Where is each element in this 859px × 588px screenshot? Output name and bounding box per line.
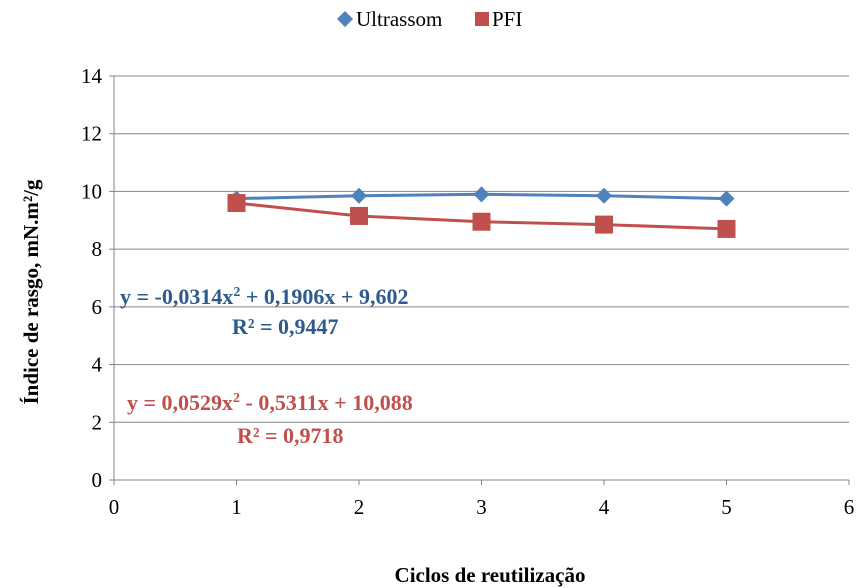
data-point-ultrassom-5 [718,190,735,207]
data-point-ultrassom-2 [351,187,367,204]
trendline-equation-ultrassom: y = -0,0314x2 + 0,1906x + 9,602 R² = 0,9… [120,284,408,339]
r-squared-pfi: R² = 0,9718 [237,423,344,448]
x-tick-label-3: 3 [476,495,487,519]
axes [109,75,850,485]
data-point-pfi-3 [472,212,491,231]
legend-marker-ultrassom [337,11,353,27]
data-point-pfi-1 [227,193,246,212]
data-point-ultrassom-4 [596,187,612,204]
equation-text-pfi: y = 0,0529x2 - 0,5311x + 10,088 [127,390,413,415]
gridlines [114,75,849,423]
x-tick-label-4: 4 [599,495,610,519]
legend-label-ultrassom: Ultrassom [356,7,442,31]
equation-text-ultrassom: y = -0,0314x2 + 0,1906x + 9,602 [120,284,408,309]
legend-marker-pfi [475,12,489,26]
y-tick-label-4: 4 [92,353,103,377]
x-tick-label-1: 1 [231,495,242,519]
trendline-equation-pfi: y = 0,0529x2 - 0,5311x + 10,088 R² = 0,9… [127,390,413,448]
y-tick-label-6: 6 [92,295,103,319]
data-point-ultrassom-3 [473,186,490,203]
x-tick-label-0: 0 [109,495,120,519]
y-axis-title: Índice de rasgo, mN.m²/g [19,179,43,405]
legend: Ultrassom PFI [337,7,522,31]
data-point-pfi-4 [595,215,613,234]
legend-label-pfi: PFI [492,7,522,31]
series-group [227,186,736,238]
x-tick-label-5: 5 [721,495,732,519]
x-axis-title: Ciclos de reutilização [395,563,586,587]
x-tick-label-6: 6 [844,495,855,519]
y-tick-label-2: 2 [92,410,103,434]
y-tick-label-14: 14 [81,64,103,88]
y-tick-label-10: 10 [81,179,102,203]
y-tick-label-12: 12 [81,122,102,146]
data-point-pfi-5 [717,219,736,238]
y-tick-label-0: 0 [92,468,103,492]
r-squared-ultrassom: R² = 0,9447 [232,314,339,339]
data-point-pfi-2 [350,206,368,225]
x-tick-label-2: 2 [354,495,365,519]
y-tick-label-8: 8 [92,237,103,261]
